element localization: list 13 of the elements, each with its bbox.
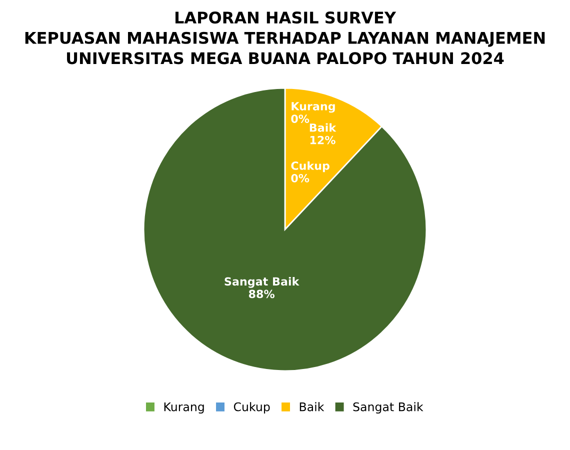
slice-label: Sangat Baik	[224, 277, 300, 288]
category-label: Cukup	[291, 161, 330, 172]
text: 0%	[291, 174, 310, 182]
data-label: 88%	[248, 290, 275, 298]
chart-title: LAPORAN HASIL SURVEY KEPUASAN MAHASISWA TERHADAP LAYANAN MANAJEMEN UNIVERSITAS MEGA BUANA PALOPO TAHUN 2024	[25, 12, 545, 64]
legend-label: Cukup	[234, 402, 270, 414]
text: 0%	[291, 114, 310, 123]
legend-label: Sangat Baik	[353, 402, 424, 414]
data-label: 12%	[310, 136, 336, 144]
legend-label: Baik	[300, 402, 324, 412]
legend-label: Kurang	[164, 402, 204, 414]
category-label: Kurang	[292, 102, 335, 113]
slice-label: Baik	[310, 123, 336, 132]
